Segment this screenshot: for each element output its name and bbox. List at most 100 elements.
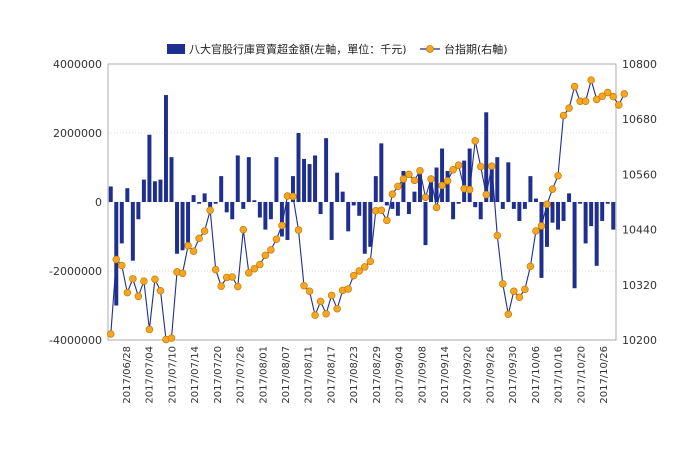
plot-frame	[107, 63, 617, 341]
x-tick-label: 2017/08/23	[349, 346, 360, 404]
line-point	[427, 175, 435, 183]
x-tick-label: 2017/07/10	[167, 346, 178, 404]
plot-border	[107, 63, 617, 341]
left-axis: -4000000 -2000000 0 2000000 4000000	[49, 58, 102, 347]
line-point	[609, 92, 617, 101]
bar	[252, 200, 257, 202]
bar	[467, 148, 472, 202]
line-point	[112, 255, 121, 264]
line-point	[344, 285, 352, 293]
bar	[224, 202, 229, 213]
legend-bar-swatch	[167, 44, 185, 54]
line-point	[394, 182, 402, 191]
x-tick-label: 2017/09/04	[395, 346, 406, 404]
line-point	[432, 203, 441, 212]
bar	[600, 202, 605, 221]
line-series	[107, 76, 629, 344]
right-tick-label: 10200	[622, 334, 657, 347]
bar	[307, 164, 312, 202]
bar	[445, 170, 450, 202]
bar	[517, 202, 522, 221]
bar	[395, 202, 400, 216]
bar	[340, 191, 345, 202]
bar	[522, 202, 527, 209]
x-tick-label: 2017/10/20	[576, 346, 587, 404]
legend: 八大官股行庫買賣超金額(左軸，單位：千元) 台指期(右軸)	[167, 42, 508, 56]
bar	[257, 202, 262, 218]
bar	[440, 148, 445, 202]
x-tick-label: 2017/10/16	[554, 346, 565, 404]
line-point	[327, 291, 336, 300]
line-point	[145, 325, 154, 334]
line-point	[294, 226, 303, 234]
bar	[429, 176, 434, 202]
bar	[506, 162, 511, 202]
bar	[335, 172, 340, 202]
bar	[462, 160, 467, 202]
line-point	[305, 287, 314, 295]
bar	[528, 176, 533, 202]
bar	[235, 155, 240, 202]
line-point	[261, 251, 270, 260]
line-point	[603, 88, 612, 97]
line-point	[333, 304, 341, 313]
left-tick-label: -4000000	[49, 334, 102, 347]
line-point	[361, 263, 369, 271]
line-point	[416, 166, 424, 175]
bar	[114, 202, 119, 306]
line-point	[399, 175, 408, 183]
line-point	[471, 137, 479, 145]
bar	[279, 202, 284, 237]
line-point	[250, 264, 259, 273]
line-point	[129, 275, 137, 283]
line-point	[167, 334, 176, 342]
bar	[544, 202, 549, 247]
right-axis: 10200 10320 10440 10560 10680 10800	[622, 58, 657, 347]
x-tick-label: 2017/07/20	[213, 346, 224, 404]
line-point	[570, 82, 579, 91]
legend-bar-label: 八大官股行庫買賣超金額(左軸，單位：千元)	[189, 42, 407, 56]
bar	[324, 138, 329, 202]
bar	[175, 202, 180, 254]
bar	[180, 202, 185, 251]
bar	[611, 202, 616, 230]
bar-series	[108, 95, 616, 306]
bar	[561, 202, 566, 221]
bar	[208, 202, 213, 208]
line-point	[510, 287, 518, 295]
line-point	[200, 227, 209, 235]
line-point	[234, 282, 242, 291]
bar	[351, 202, 356, 206]
bar	[346, 202, 351, 232]
bar	[390, 202, 395, 209]
bar	[489, 169, 494, 202]
bar	[511, 202, 516, 209]
right-tick-label: 10680	[622, 113, 657, 126]
line-point	[581, 97, 590, 106]
x-tick-label: 2017/09/20	[463, 346, 474, 404]
legend-line-marker	[426, 45, 434, 53]
bar	[594, 202, 599, 266]
x-tick-label: 2017/10/06	[531, 346, 542, 404]
line-point	[388, 190, 397, 198]
line-point	[228, 273, 236, 281]
x-tick-label: 2017/06/28	[122, 346, 133, 404]
x-tick-label: 2017/10/26	[599, 346, 610, 404]
bar	[290, 176, 295, 202]
right-tick-label: 10560	[622, 168, 657, 181]
line-point	[543, 200, 551, 209]
x-tick-label: 2017/07/14	[190, 346, 201, 404]
bar	[241, 202, 246, 209]
line-point	[195, 234, 203, 243]
bar	[302, 158, 307, 202]
bar	[274, 157, 279, 202]
bar	[484, 112, 489, 202]
line-point	[123, 288, 132, 297]
line-point	[443, 177, 452, 185]
bar	[412, 191, 417, 202]
bar	[423, 202, 428, 246]
x-axis: 2017/06/28 2017/07/04 2017/07/10 2017/07/14…	[122, 346, 610, 404]
bar	[158, 179, 163, 202]
line-point	[438, 181, 446, 190]
